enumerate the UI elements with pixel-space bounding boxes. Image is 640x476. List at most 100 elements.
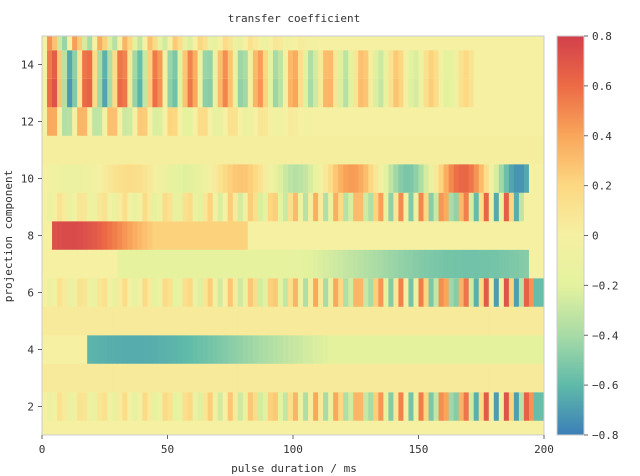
heatmap-cell [167,107,173,136]
heatmap-cell [423,306,429,336]
heatmap-cell [97,221,103,250]
heatmap-cell [222,392,229,421]
heatmap-cell [287,192,294,222]
heatmap-cell [493,221,500,250]
heatmap-cell [157,249,163,279]
heatmap-cell [353,306,359,336]
heatmap-cell [308,50,314,79]
heatmap-cell [287,135,294,165]
heatmap-cell [87,50,93,79]
heatmap-cell [418,420,424,435]
heatmap-cell [388,107,394,136]
heatmap-cell [257,306,264,336]
heatmap-cell [318,420,324,435]
heatmap-cell [222,164,229,193]
heatmap-cell [167,135,173,165]
heatmap-cell [237,164,244,193]
heatmap-cell [448,249,455,279]
heatmap-cell [57,335,63,364]
heatmap-cell [473,135,480,165]
heatmap-cell [523,192,530,222]
heatmap-cell [298,420,304,435]
heatmap-cell [528,278,535,307]
heatmap-cell [418,306,424,336]
heatmap-cell [338,278,344,307]
heatmap-row-5 [42,306,545,336]
heatmap-cell [453,278,460,307]
colorbar-tick-label: −0.4 [592,329,619,342]
heatmap-cell [493,50,500,79]
heatmap-cell [503,306,510,336]
heatmap-cell [152,107,158,136]
heatmap-cell [202,192,209,222]
heatmap-cell [468,306,475,336]
heatmap-cell [463,420,470,435]
heatmap-cell [363,107,369,136]
heatmap-cell [57,221,63,250]
heatmap-cell [207,392,214,421]
heatmap-cell [157,221,163,250]
heatmap-cell [298,278,304,307]
heatmap-cell [373,420,379,435]
heatmap-cell [112,135,118,165]
heatmap-cell [538,249,545,279]
heatmap-cell [418,335,424,364]
heatmap-cell [513,249,520,279]
heatmap-cell [398,363,404,393]
heatmap-cell [533,335,540,364]
heatmap-cell [458,50,465,79]
y-tick-label: 12 [21,116,34,129]
heatmap-cell [142,335,148,364]
heatmap-cell [162,164,168,193]
heatmap-cell [518,249,525,279]
heatmap-cell [523,392,530,421]
heatmap-cell [383,392,389,421]
heatmap-cell [172,363,178,393]
heatmap-cell [413,278,419,307]
heatmap-cell [87,420,93,435]
heatmap-cell [508,392,515,421]
heatmap-cell [217,36,224,51]
heatmap-cell [448,392,455,421]
heatmap-cell [127,192,133,222]
heatmap-cell [433,192,439,222]
heatmap-cell [252,363,259,393]
heatmap-cell [162,107,168,136]
heatmap-cell [267,164,274,193]
heatmap-cell [72,164,78,193]
heatmap-cell [413,306,419,336]
heatmap-cell [523,78,530,108]
heatmap-cell [227,164,234,193]
heatmap-cell [318,249,324,279]
heatmap-cell [182,249,188,279]
heatmap-cell [378,278,384,307]
heatmap-cell [202,392,209,421]
heatmap-cell [473,221,480,250]
heatmap-cell [237,363,244,393]
heatmap-cell [353,50,359,79]
heatmap-cell [182,335,188,364]
y-tick-label: 2 [27,401,34,414]
heatmap-cell [147,420,153,435]
heatmap-cell [157,335,163,364]
heatmap-cell [393,135,399,165]
heatmap-cell [202,36,209,51]
heatmap-cell [443,335,450,364]
heatmap-cell [533,278,540,307]
heatmap-cell [147,50,153,79]
heatmap-cell [493,192,500,222]
heatmap-cell [102,192,108,222]
heatmap-cell [463,50,470,79]
heatmap-cell [468,420,475,435]
heatmap-cell [538,306,545,336]
heatmap-cell [62,363,68,393]
heatmap-cell [227,221,234,250]
heatmap-cell [132,420,138,435]
heatmap-cell [212,192,219,222]
heatmap-cell [227,107,234,136]
heatmap-cell [227,36,234,51]
heatmap-cell [328,420,334,435]
heatmap-cell [272,420,279,435]
heatmap-cell [42,164,48,193]
heatmap-cell [122,78,128,108]
